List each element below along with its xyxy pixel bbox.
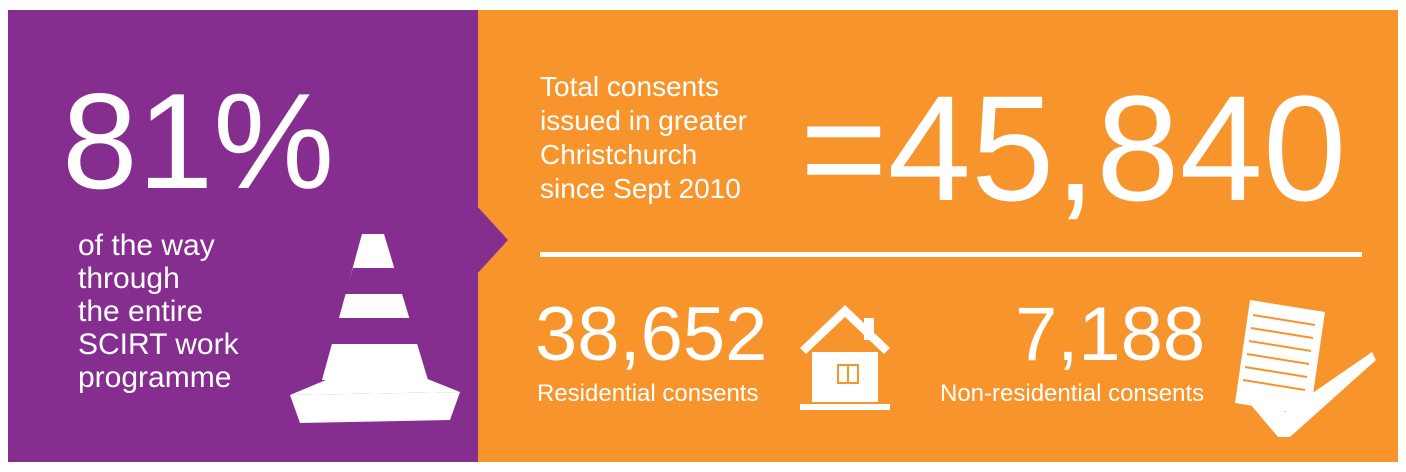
caption-line: the entire [78, 295, 203, 328]
cone-icon [290, 234, 460, 423]
total-label-line: issued in greater [540, 105, 747, 136]
document-check-icon [1235, 300, 1376, 437]
nonresidential-value: 7,188 [1015, 292, 1205, 377]
pointer-arrow [476, 205, 508, 275]
total-label-line: Total consents [540, 71, 719, 102]
divider [540, 252, 1362, 257]
caption-line: SCIRT work [78, 328, 240, 361]
caption-line: programme [78, 361, 231, 394]
residential-value: 38,652 [535, 292, 767, 377]
house-icon [800, 305, 890, 410]
total-value: =45,840 [800, 64, 1346, 232]
stat-percent: 81% [62, 65, 334, 217]
residential-label: Residential consents [537, 380, 758, 407]
total-label-line: since Sept 2010 [540, 173, 741, 204]
caption-line: through [78, 262, 180, 295]
total-label-line: Christchurch [540, 139, 697, 170]
nonresidential-label: Non-residential consents [940, 380, 1204, 407]
caption-line: of the way [78, 229, 215, 262]
